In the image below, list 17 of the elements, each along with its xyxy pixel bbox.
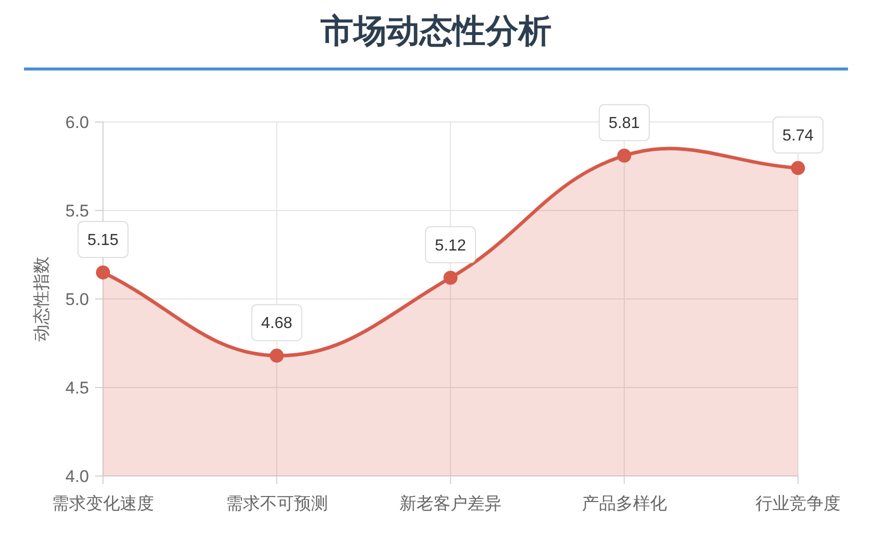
ytick: 5.0 [65, 290, 89, 309]
title: 市场动态性分析 [320, 12, 552, 49]
data-label: 5.74 [782, 128, 814, 145]
xtick: 需求变化速度 [52, 494, 154, 513]
ytick: 6.0 [65, 113, 89, 132]
ytick: 4.0 [65, 467, 89, 486]
data-label: 4.68 [261, 315, 292, 332]
ylabel: 动态性指数 [32, 256, 51, 342]
xtick: 行业竞争度 [756, 494, 840, 513]
data-label: 5.15 [87, 232, 119, 249]
data-label: 5.12 [434, 237, 466, 254]
data-label: 5.81 [608, 115, 640, 132]
xtick: 产品多样化 [582, 494, 667, 513]
xtick: 需求不可预测 [226, 494, 328, 513]
ytick: 4.5 [65, 378, 89, 398]
xtick: 新老客户差异 [400, 494, 502, 513]
ytick: 5.5 [65, 202, 89, 220]
